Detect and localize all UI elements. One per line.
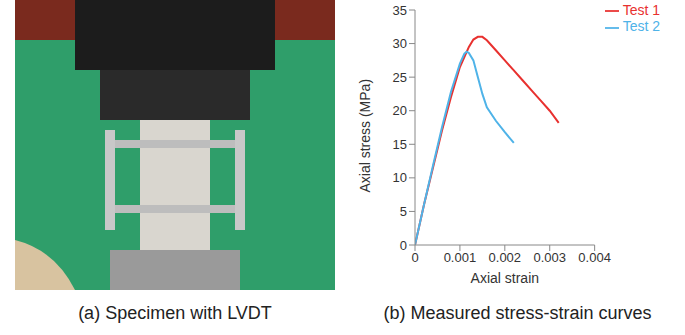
svg-text:0: 0 xyxy=(400,238,407,253)
svg-text:30: 30 xyxy=(393,36,407,51)
html-text:Test 1: Test 1 xyxy=(622,2,660,18)
svg-text:15: 15 xyxy=(393,137,407,152)
svg-text:10: 10 xyxy=(393,170,407,185)
svg-text:Axial strain: Axial strain xyxy=(471,270,539,286)
svg-text:0.004: 0.004 xyxy=(578,250,611,265)
svg-text:0.002: 0.002 xyxy=(489,250,522,265)
html-text:(a) Specimen with LVDT: (a) Specimen with LVDT xyxy=(78,303,272,323)
svg-text:Axial stress (MPa): Axial stress (MPa) xyxy=(357,79,373,193)
svg-text:0.001: 0.001 xyxy=(444,250,477,265)
html-text:Test 2: Test 2 xyxy=(622,18,660,35)
svg-text:35: 35 xyxy=(393,3,407,18)
svg-text:20: 20 xyxy=(393,103,407,118)
svg-text:0.003: 0.003 xyxy=(533,250,566,265)
html-text:(b) Measured stress-strain cur: (b) Measured stress-strain curves xyxy=(383,303,652,323)
svg-text:0: 0 xyxy=(411,250,418,265)
svg-text:5: 5 xyxy=(400,204,407,219)
svg-text:25: 25 xyxy=(393,70,407,85)
